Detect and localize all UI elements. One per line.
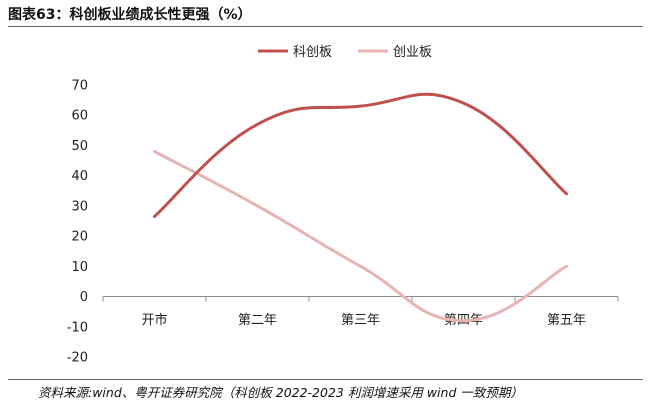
- x-tick-label: 开市: [141, 312, 167, 328]
- series-lines: [153, 92, 568, 323]
- y-axis-ticks: -20 -10 0 10 20 30 40 50 60 70: [67, 79, 88, 366]
- x-tick-label: 第二年: [238, 313, 277, 328]
- y-tick-label: -10: [67, 320, 88, 335]
- figure-title: 图表63：科创板业绩成长性更强（%）: [8, 7, 252, 23]
- x-axis-ticks: 开市 第二年 第三年 第四年 第五年: [102, 296, 619, 328]
- y-tick-label: 40: [71, 169, 88, 184]
- title-rule: [8, 26, 643, 27]
- series-line: [153, 92, 568, 218]
- y-tick-label: 20: [71, 230, 88, 245]
- chart-legend: 科创板 创业板: [258, 45, 432, 60]
- x-tick-label: 第五年: [547, 313, 586, 328]
- y-tick-label: -20: [67, 351, 88, 366]
- y-tick-label: 60: [71, 109, 88, 124]
- source-note: 资料来源:wind、粤开证券研究院（科创板 2022-2023 利润增速采用 w…: [38, 385, 523, 400]
- series-line: [153, 149, 568, 323]
- y-tick-label: 30: [71, 199, 88, 214]
- y-tick-label: 50: [71, 139, 88, 154]
- source-rule: [8, 379, 643, 380]
- y-tick-label: 70: [71, 79, 88, 94]
- x-tick-label: 第三年: [341, 313, 380, 328]
- y-tick-label: 10: [71, 260, 88, 275]
- y-tick-label: 0: [80, 290, 88, 305]
- legend-label: 创业板: [393, 45, 432, 60]
- legend-label: 科创板: [293, 45, 332, 60]
